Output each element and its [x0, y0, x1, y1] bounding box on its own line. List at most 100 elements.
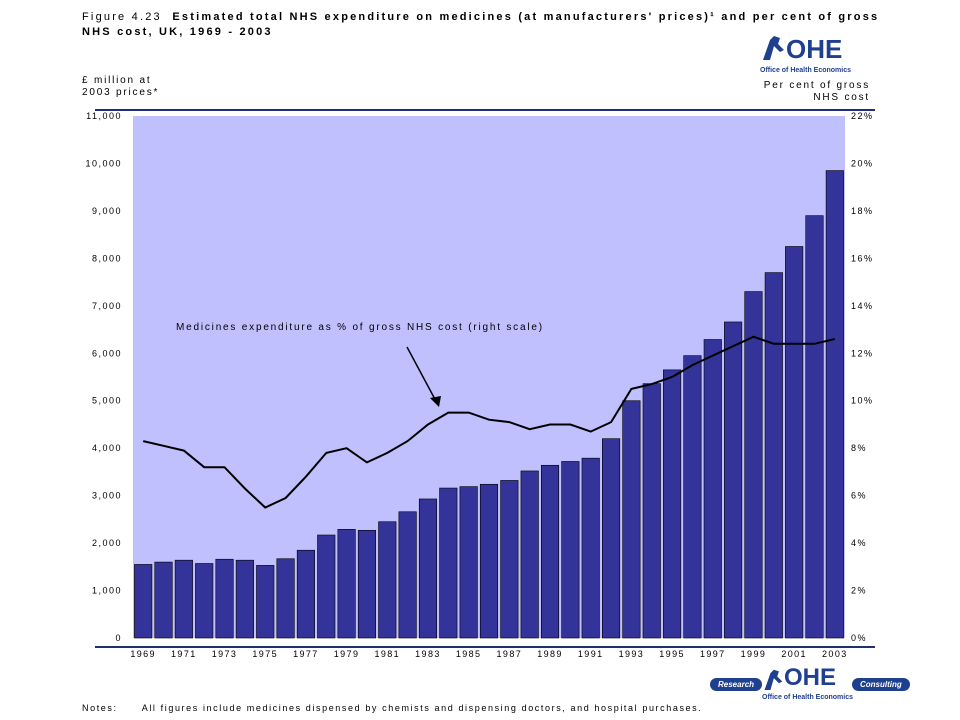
bottom-rule	[95, 646, 875, 648]
bar-1992	[602, 438, 621, 639]
bar-1971	[174, 559, 193, 639]
bar-1995	[663, 369, 682, 639]
bar-1984	[439, 487, 458, 639]
x-tick-label: 1969	[130, 649, 156, 659]
chart-title: Figure 4.23 Estimated total NHS expendit…	[82, 10, 879, 40]
y-tick-label: 4,000	[92, 443, 122, 453]
bar-1970	[154, 561, 173, 639]
ohe-figure-icon-bottom	[762, 666, 784, 697]
y2-tick-label: 12%	[851, 348, 874, 358]
y2-tick-label: 20%	[851, 158, 874, 168]
x-tick-label: 1987	[497, 649, 523, 659]
title-line-1: Estimated total NHS expenditure on medic…	[172, 11, 880, 23]
x-tick-label: 1995	[659, 649, 685, 659]
y-tick-label: 11,000	[86, 111, 122, 121]
y2-tick-label: 8%	[851, 443, 867, 453]
bar-1981	[378, 521, 397, 639]
bar-1987	[500, 480, 519, 639]
bar-1983	[418, 498, 438, 639]
logo-top-subtitle: Office of Health Economics	[760, 67, 852, 74]
ohe-logo-top: OHE Office of Health Economics	[760, 32, 870, 74]
bar-2003	[825, 170, 844, 639]
x-tick-label: 1997	[700, 649, 726, 659]
ohe-figure-icon	[760, 32, 786, 67]
x-tick-label: 1993	[619, 649, 645, 659]
x-tick-label: 1975	[252, 649, 278, 659]
left-axis-label-line2: 2003 prices*	[82, 87, 160, 98]
y2-tick-label: 10%	[851, 396, 874, 406]
bar-1986	[479, 483, 499, 639]
line-annotation: Medicines expenditure as % of gross NHS …	[176, 322, 544, 333]
ohe-logo-bottom: Research Consulting OHE Office of Health…	[710, 664, 910, 710]
y2-tick-label: 16%	[851, 253, 874, 263]
bar-1988	[520, 470, 539, 639]
bar-1993	[622, 400, 641, 639]
bar-1973	[215, 558, 234, 639]
bar-series	[134, 170, 844, 639]
bar-1977	[296, 549, 315, 639]
bar-1975	[256, 565, 275, 639]
x-tick-label: 1973	[212, 649, 238, 659]
y-tick-label: 2,000	[92, 538, 122, 548]
x-tick-label: 1979	[334, 649, 360, 659]
bar-1999	[744, 291, 763, 639]
bar-1980	[357, 529, 376, 639]
bar-1996	[683, 355, 702, 639]
bar-1976	[276, 558, 295, 639]
bar-1991	[581, 457, 600, 639]
left-axis-label-line1: £ million at	[82, 75, 152, 86]
figure-label: Figure 4.23	[82, 11, 162, 23]
y-tick-label: 1,000	[92, 586, 122, 596]
title-line-2: NHS cost, UK, 1969 - 2003	[82, 26, 273, 38]
bar-1997	[703, 339, 722, 639]
x-tick-label: 2003	[822, 649, 848, 659]
annotation-arrow	[406, 346, 438, 404]
x-tick-label: 1989	[537, 649, 563, 659]
y-tick-label: 5,000	[92, 396, 122, 406]
left-axis-label: £ million at 2003 prices*	[82, 75, 159, 99]
bar-2001	[785, 246, 804, 639]
bar-1985	[459, 486, 478, 639]
right-axis-label-line1: Per cent of gross	[763, 80, 870, 91]
x-axis-ticks: 1969 1971 1973 1975 1977 1979 1981 1983 1985 1987…	[130, 649, 848, 659]
bar-1990	[561, 461, 580, 639]
x-tick-label: 2001	[781, 649, 807, 659]
x-tick-label: 1977	[293, 649, 319, 659]
x-tick-label: 1971	[171, 649, 197, 659]
bar-2002	[805, 215, 824, 639]
y2-tick-label: 18%	[851, 206, 874, 216]
top-rule	[95, 109, 875, 111]
notes-text: All figures include medicines dispensed …	[141, 703, 703, 713]
research-pill: Research	[710, 678, 763, 691]
y-tick-label: 8,000	[92, 253, 122, 263]
y-tick-label: 10,000	[85, 158, 122, 168]
right-axis-label-line2: NHS cost	[813, 92, 870, 103]
bar-1994	[642, 383, 661, 639]
x-tick-label: 1985	[456, 649, 482, 659]
left-axis-ticks: 0 1,000 2,000 3,000 4,000 5,000 6,000 7,000 8,00…	[85, 111, 122, 643]
y-tick-label: 3,000	[92, 491, 122, 501]
notes-label: Notes:	[82, 703, 118, 713]
bar-2000	[764, 272, 783, 639]
x-tick-label: 1981	[374, 649, 400, 659]
right-axis-label: Per cent of gross NHS cost	[764, 80, 870, 104]
y-tick-label: 9,000	[92, 206, 122, 216]
y-tick-label: 6,000	[92, 348, 122, 358]
y-tick-label: 0	[115, 633, 122, 643]
bar-1978	[317, 534, 336, 639]
bar-1998	[724, 321, 743, 639]
consulting-pill: Consulting	[852, 678, 910, 691]
bar-1974	[235, 559, 254, 639]
bar-1982	[398, 511, 417, 639]
y2-tick-label: 2%	[851, 586, 867, 596]
line-series	[142, 335, 836, 509]
y-tick-label: 7,000	[92, 301, 122, 311]
logo-bottom-text: OHE	[784, 664, 837, 691]
bar-1972	[195, 563, 214, 639]
x-tick-label: 1991	[578, 649, 604, 659]
bar-1989	[540, 464, 560, 639]
notes: Notes: All figures include medicines dis…	[82, 703, 702, 713]
x-tick-label: 1999	[741, 649, 767, 659]
percent-line	[142, 335, 836, 509]
